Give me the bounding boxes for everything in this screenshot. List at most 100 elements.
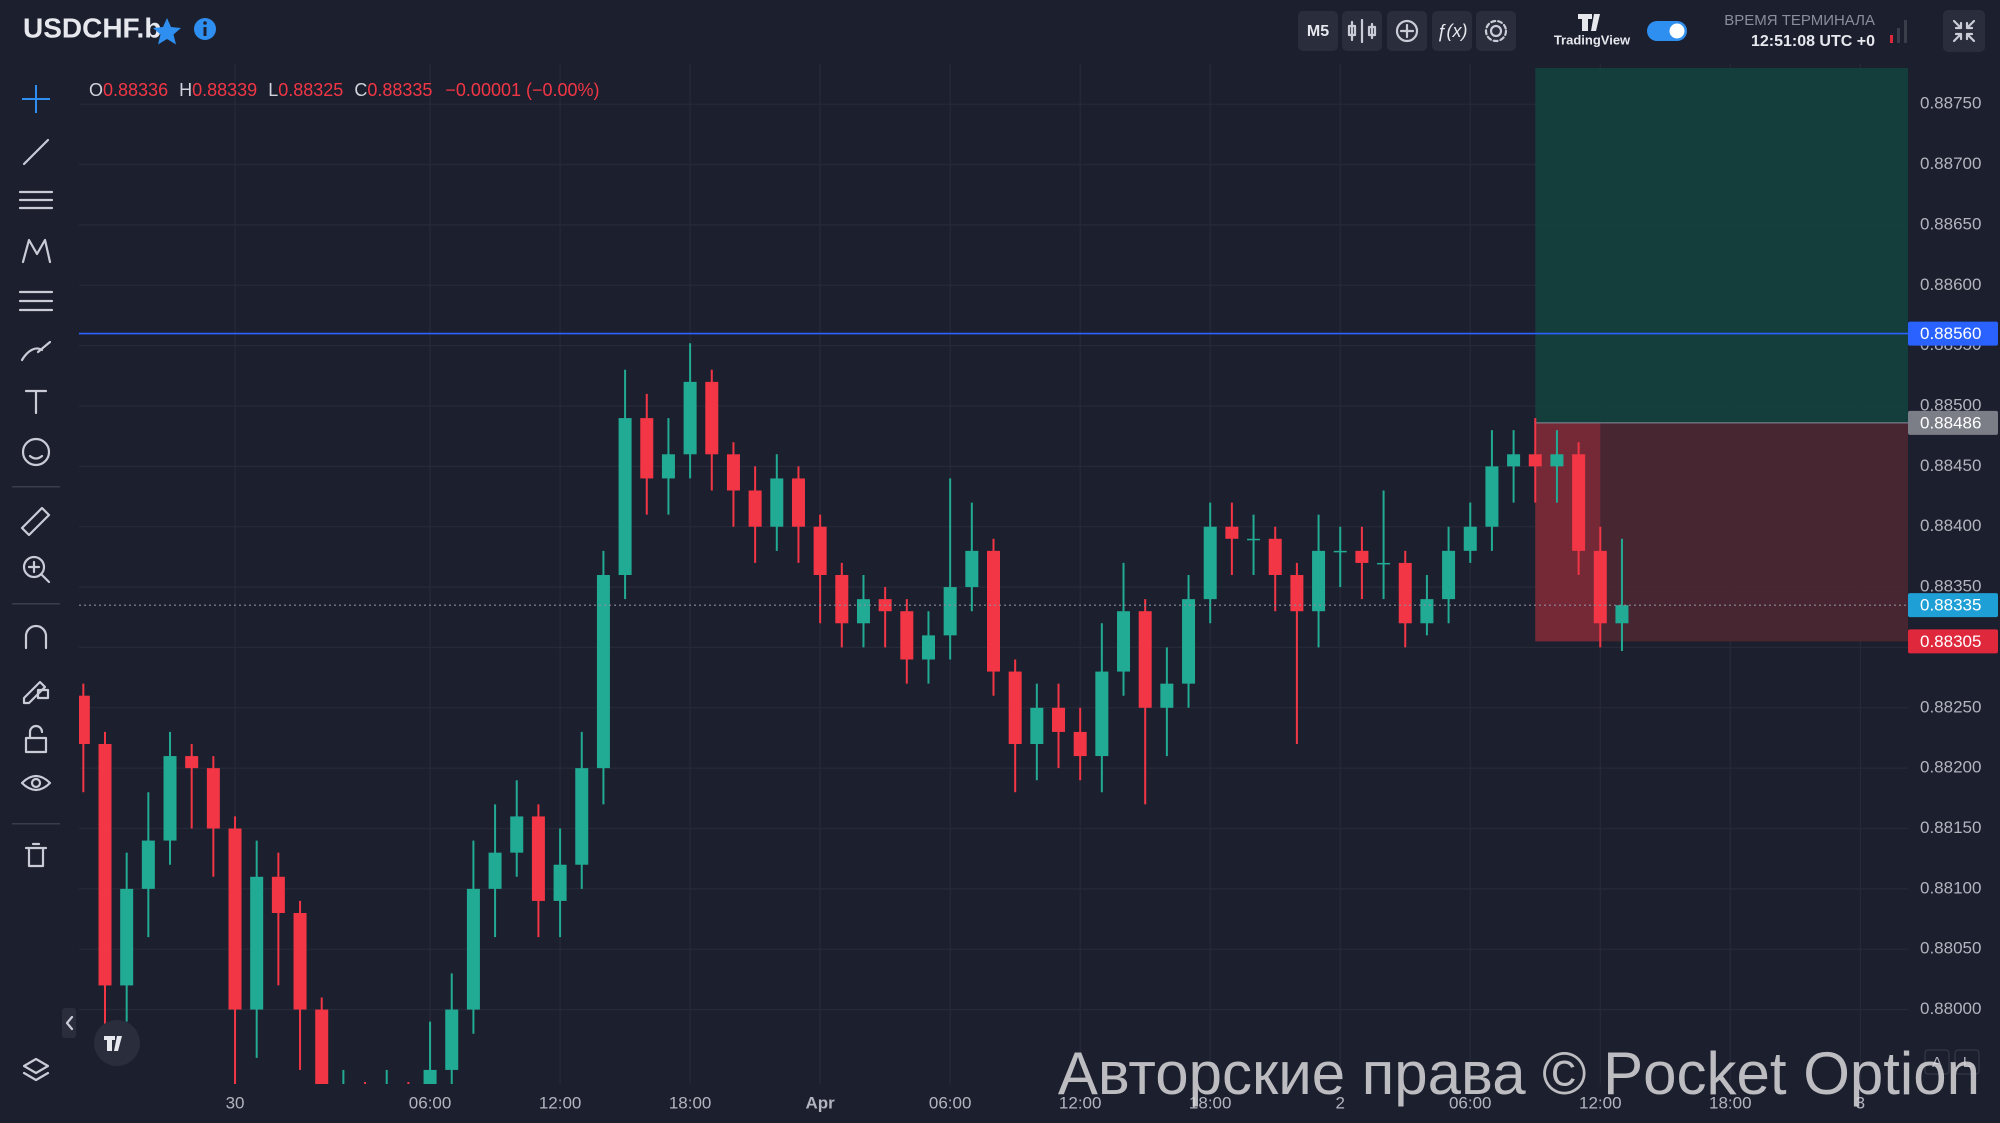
pattern-tool[interactable] xyxy=(21,238,52,264)
emoji-tool[interactable] xyxy=(21,437,51,467)
candle-body xyxy=(1550,454,1564,467)
candle-body xyxy=(1507,454,1521,467)
candle-body xyxy=(575,768,589,865)
chart-type-button[interactable] xyxy=(1342,11,1382,51)
layers-tool[interactable] xyxy=(22,1057,50,1082)
delete-tool[interactable] xyxy=(24,842,48,868)
y-tick-label: 0.88500 xyxy=(1920,395,1981,414)
info-button[interactable] xyxy=(194,18,216,40)
ruler-tool[interactable] xyxy=(20,506,51,537)
candle-body xyxy=(986,550,1001,672)
candle-body xyxy=(466,888,480,1010)
interval-button[interactable]: M5 xyxy=(1298,11,1338,51)
tv-badge[interactable] xyxy=(94,1020,140,1066)
compare-button[interactable] xyxy=(1387,11,1427,51)
toggle[interactable] xyxy=(1647,21,1687,41)
candle-body xyxy=(640,418,654,479)
crosshair-tool[interactable] xyxy=(22,85,50,113)
fib-tool[interactable] xyxy=(18,290,54,312)
candle-body xyxy=(271,876,285,913)
legend-key: C xyxy=(354,80,367,100)
candle-body xyxy=(1485,466,1499,527)
candle-body xyxy=(596,575,610,769)
candle-body xyxy=(683,381,697,455)
svg-text:A: A xyxy=(1932,1054,1942,1071)
legend-value: 0.88339 xyxy=(192,80,257,100)
settings-button[interactable] xyxy=(1476,11,1516,51)
candle-body xyxy=(661,454,675,479)
candle-body xyxy=(293,913,307,1010)
candle-body xyxy=(618,418,632,575)
indicators-button[interactable]: ƒ(x) xyxy=(1432,11,1472,51)
zoom-tool[interactable] xyxy=(22,555,51,584)
brush-tool[interactable] xyxy=(20,340,52,362)
y-tick-label: 0.88000 xyxy=(1920,999,1981,1018)
candle-body xyxy=(1203,526,1217,600)
x-tick-label: 18:00 xyxy=(1709,1093,1752,1112)
candle-body xyxy=(315,1009,329,1084)
candle-body xyxy=(1073,731,1087,757)
favorite-star[interactable] xyxy=(153,18,181,45)
price-tag xyxy=(1908,410,1998,435)
brand: TradingView xyxy=(1554,32,1631,47)
lock-drawings-tool[interactable] xyxy=(22,680,50,705)
candle-body xyxy=(705,381,719,455)
chart-pane xyxy=(79,64,1908,1084)
y-tick-label: 0.88050 xyxy=(1920,939,1981,958)
ohlc-legend: O0.88336 H0.88339 L0.88325 C0.88335 −0.0… xyxy=(89,80,600,100)
candle-body xyxy=(79,695,90,744)
candle-body xyxy=(1398,562,1412,624)
candle-body xyxy=(120,888,134,986)
candle-body xyxy=(726,454,740,491)
candle-body xyxy=(1030,707,1044,744)
price-tag-label: 0.88335 xyxy=(1920,596,1981,615)
y-tick-label: 0.88650 xyxy=(1920,214,1981,233)
candle-body xyxy=(553,864,567,901)
tradingview-logo: TradingView xyxy=(1554,14,1631,47)
candle-body xyxy=(813,526,827,575)
candle-body xyxy=(423,1069,437,1084)
unlock-tool[interactable] xyxy=(24,724,48,754)
text-tool[interactable] xyxy=(24,389,48,415)
candle-body xyxy=(1182,599,1196,684)
y-tick-label: 0.88250 xyxy=(1920,697,1981,716)
candle-body xyxy=(791,478,805,527)
axis-mode-buttons[interactable]: A L xyxy=(1924,1049,1980,1075)
x-tick-label: 3 xyxy=(1856,1093,1865,1112)
x-tick-label: 18:00 xyxy=(669,1093,712,1112)
svg-text:L: L xyxy=(1963,1054,1971,1071)
x-tick-label: 30 xyxy=(226,1093,245,1112)
signal-bar xyxy=(1890,35,1893,43)
legend-value: 0.88335 xyxy=(367,80,432,100)
candle-body xyxy=(1377,562,1391,565)
legend-key: H xyxy=(179,80,192,100)
y-tick-label: 0.88700 xyxy=(1920,154,1981,173)
parallel-lines-tool[interactable] xyxy=(18,190,54,210)
legend-key: L xyxy=(268,80,278,100)
collapse-button[interactable] xyxy=(1943,10,1985,52)
clock-time: 12:51:08 UTC +0 xyxy=(1751,33,1875,50)
candle-body xyxy=(206,768,220,829)
candle-body xyxy=(943,587,957,636)
sidebar-collapse[interactable] xyxy=(62,1008,76,1038)
price-axis: 30 06:00 12:00 18:00 Apr 06:00 12:00 18:00 2 06:0… xyxy=(226,94,1998,1112)
magnet-tool[interactable] xyxy=(24,624,48,650)
left-toolbar xyxy=(12,85,76,1082)
candle-body xyxy=(250,876,264,1010)
plot xyxy=(79,68,1908,1084)
candle-body xyxy=(141,840,155,889)
legend-key: O xyxy=(89,80,103,100)
candle-body xyxy=(1095,671,1109,757)
candle-body xyxy=(1225,526,1239,539)
candle-body xyxy=(531,816,545,901)
y-tick-label: 0.88400 xyxy=(1920,516,1981,535)
x-tick-label: 06:00 xyxy=(1449,1093,1492,1112)
hide-tool[interactable] xyxy=(20,774,52,792)
trendline-tool[interactable] xyxy=(22,138,50,166)
candle-body xyxy=(1290,575,1304,612)
y-tick-label: 0.88150 xyxy=(1920,818,1981,837)
x-tick-label: 12:00 xyxy=(1059,1093,1102,1112)
candle-body xyxy=(835,575,849,624)
candle-body xyxy=(1247,538,1261,541)
